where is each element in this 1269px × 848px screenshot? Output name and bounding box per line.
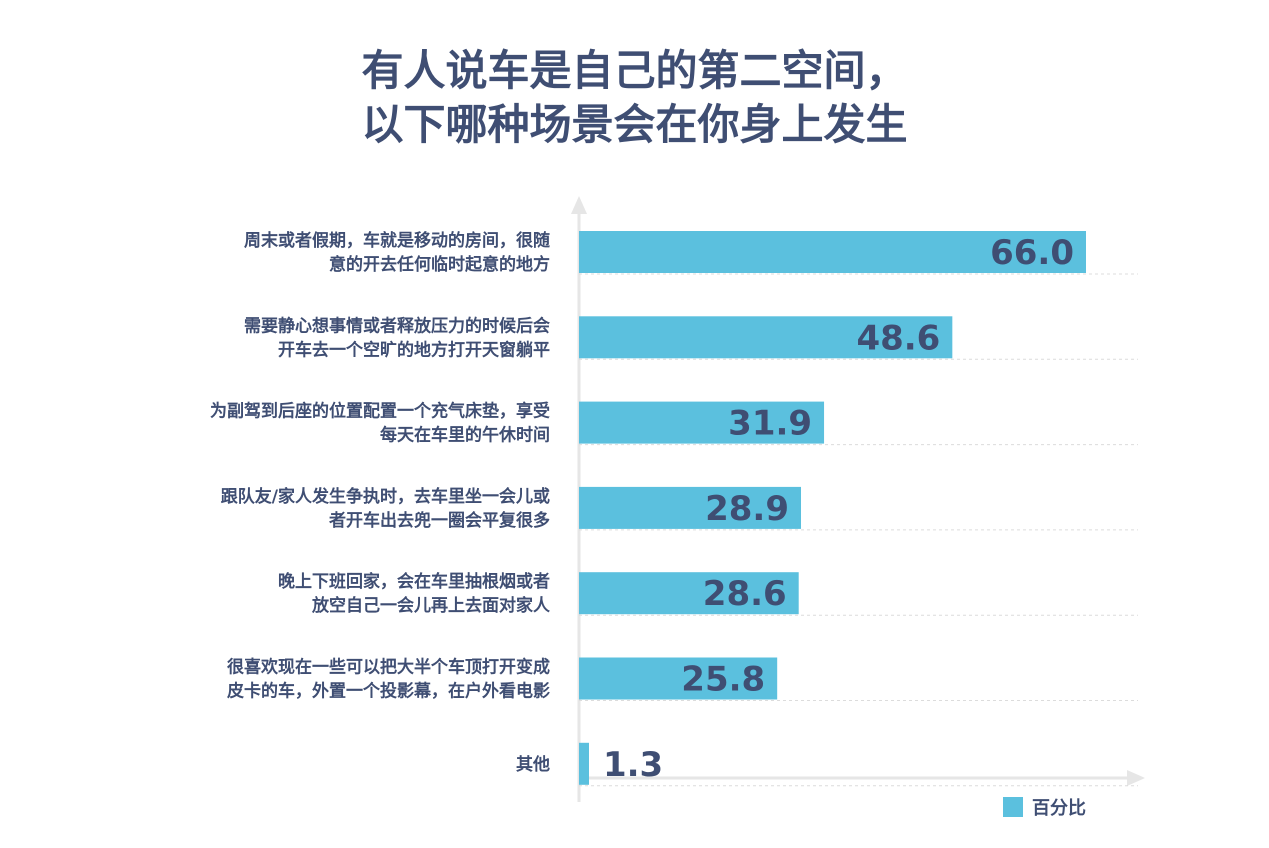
value-label: 31.9	[728, 404, 812, 444]
bar	[579, 742, 589, 785]
legend-swatch	[1003, 797, 1023, 817]
value-label: 66.0	[990, 233, 1074, 273]
y-axis-arrow	[571, 196, 587, 214]
value-label: 28.6	[703, 574, 787, 614]
bar	[579, 486, 802, 529]
value-label: 28.9	[705, 489, 789, 529]
bar	[579, 657, 778, 700]
legend-label: 百分比	[1032, 798, 1086, 819]
category-label: 者开车出去兜一圈会平复很多	[328, 510, 550, 531]
chart-title-line-2: 以下哪种场景会在你身上发生	[361, 100, 908, 149]
category-label: 其他	[516, 754, 550, 775]
value-label: 1.3	[603, 745, 663, 785]
category-label: 跟队友/家人发生争执时，去车里坐一会儿或	[221, 486, 550, 507]
category-label: 很喜欢现在一些可以把大半个车顶打开变成	[227, 657, 550, 678]
category-label: 意的开去任何临时起意的地方	[329, 254, 550, 275]
category-label: 需要静心想事情或者释放压力的时候后会	[244, 315, 550, 336]
value-label: 48.6	[856, 318, 940, 358]
category-label: 晚上下班回家，会在车里抽根烟或者	[278, 571, 550, 592]
category-label: 皮卡的车，外置一个投影幕，在户外看电影	[227, 681, 550, 702]
category-label: 开车去一个空旷的地方打开天窗躺平	[278, 339, 550, 360]
bar	[579, 572, 799, 615]
category-label: 为副驾到后座的位置配置一个充气床垫，享受	[210, 401, 550, 422]
category-label: 周末或者假期，车就是移动的房间，很随	[244, 230, 550, 251]
bar	[579, 401, 825, 444]
chart-title: 有人说车是自己的第二空间， 以下哪种场景会在你身上发生	[0, 44, 1269, 152]
x-axis-arrow	[1127, 770, 1145, 786]
bar	[579, 231, 1086, 273]
bar	[579, 316, 953, 359]
value-label: 25.8	[681, 660, 765, 700]
category-label: 放空自己一会儿再上去面对家人	[311, 595, 551, 616]
chart-title-line-1: 有人说车是自己的第二空间，	[361, 46, 908, 95]
category-label: 每天在车里的午休时间	[380, 425, 550, 446]
